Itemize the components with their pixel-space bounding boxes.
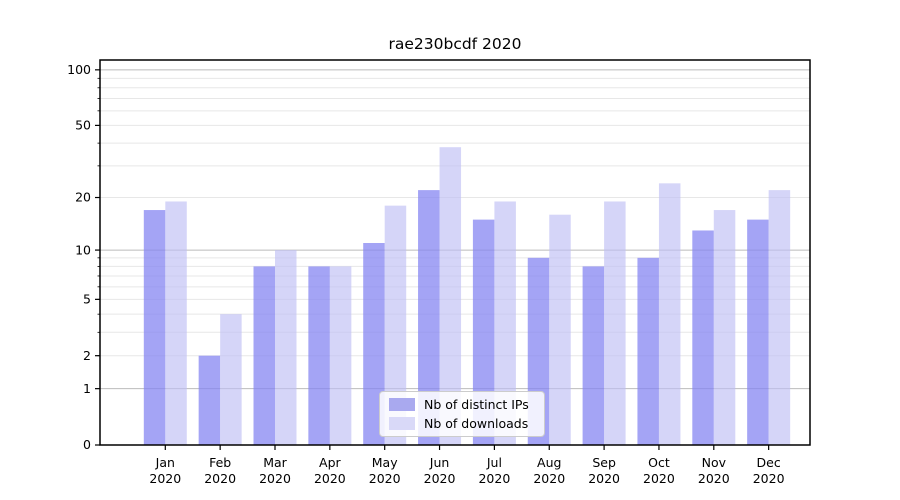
- x-tick-label-year-feb: 2020: [204, 471, 236, 486]
- bar-nb-of-downloads-jul: [494, 201, 516, 445]
- legend-entry-downloads: Nb of downloads: [389, 416, 535, 431]
- legend-swatch-distinct-ips: [389, 398, 415, 411]
- x-tick-label-year-may: 2020: [369, 471, 401, 486]
- bar-nb-of-downloads-oct: [658, 183, 681, 445]
- y-tick-label-20: 20: [75, 190, 91, 205]
- bar-nb-of-distinct-ips-mar: [253, 266, 275, 445]
- bar-nb-of-distinct-ips-jul: [472, 219, 495, 445]
- y-tick-label-0: 0: [83, 437, 91, 452]
- bar-nb-of-downloads-mar: [275, 250, 297, 445]
- x-tick-label-month-nov: Nov: [702, 455, 727, 470]
- x-tick-label-month-sep: Sep: [592, 455, 616, 470]
- bar-nb-of-downloads-dec: [768, 190, 791, 445]
- legend: Nb of distinct IPs Nb of downloads: [379, 391, 545, 437]
- x-tick-label-year-oct: 2020: [643, 471, 675, 486]
- y-tick-label-50: 50: [75, 118, 91, 133]
- bar-nb-of-distinct-ips-dec: [747, 219, 769, 445]
- x-tick-label-year-jan: 2020: [149, 471, 181, 486]
- bar-nb-of-distinct-ips-oct: [637, 257, 659, 445]
- x-tick-label-year-jun: 2020: [424, 471, 456, 486]
- legend-entry-distinct-ips: Nb of distinct IPs: [389, 397, 535, 412]
- bar-nb-of-downloads-aug: [549, 214, 571, 445]
- bar-nb-of-distinct-ips-jan: [143, 210, 166, 445]
- x-tick-label-month-aug: Aug: [537, 455, 561, 470]
- x-tick-label-year-sep: 2020: [588, 471, 620, 486]
- x-tick-label-year-dec: 2020: [753, 471, 785, 486]
- x-tick-label-month-dec: Dec: [757, 455, 781, 470]
- y-tick-label-10: 10: [75, 242, 91, 257]
- bar-nb-of-downloads-jan: [165, 201, 187, 445]
- legend-label-downloads: Nb of downloads: [424, 416, 529, 431]
- bar-nb-of-downloads-may: [384, 205, 407, 445]
- x-tick-label-year-mar: 2020: [259, 471, 291, 486]
- bar-nb-of-distinct-ips-apr: [308, 266, 330, 445]
- bar-nb-of-downloads-feb: [220, 314, 242, 445]
- x-tick-label-month-jun: Jun: [429, 455, 450, 470]
- x-tick-label-month-apr: Apr: [319, 455, 341, 470]
- bar-nb-of-distinct-ips-jun: [418, 190, 440, 445]
- y-tick-label-5: 5: [83, 292, 91, 307]
- bar-nb-of-downloads-jun: [439, 147, 462, 445]
- legend-swatch-downloads: [389, 417, 415, 430]
- x-tick-label-month-feb: Feb: [209, 455, 231, 470]
- x-tick-label-month-may: May: [372, 455, 398, 470]
- x-tick-label-month-oct: Oct: [648, 455, 670, 470]
- x-tick-label-month-jan: Jan: [155, 455, 175, 470]
- x-tick-label-month-jul: Jul: [486, 455, 502, 470]
- plot-border: [99, 59, 811, 446]
- legend-label-distinct-ips: Nb of distinct IPs: [424, 397, 529, 412]
- x-tick-label-year-jul: 2020: [478, 471, 510, 486]
- x-tick-label-month-mar: Mar: [263, 455, 287, 470]
- chart-title: rae230bcdf 2020: [388, 35, 522, 53]
- y-tick-label-2: 2: [83, 348, 91, 363]
- x-tick-label-year-aug: 2020: [533, 471, 565, 486]
- y-tick-label-100: 100: [67, 62, 91, 77]
- x-tick-label-year-nov: 2020: [698, 471, 730, 486]
- bar-nb-of-distinct-ips-nov: [692, 230, 714, 445]
- bar-nb-of-downloads-nov: [713, 210, 736, 445]
- bar-nb-of-distinct-ips-feb: [198, 355, 221, 445]
- x-tick-label-year-apr: 2020: [314, 471, 346, 486]
- y-tick-label-1: 1: [83, 381, 91, 396]
- bar-nb-of-downloads-sep: [604, 201, 626, 445]
- bar-nb-of-distinct-ips-sep: [582, 266, 605, 445]
- bar-nb-of-downloads-apr: [329, 266, 352, 445]
